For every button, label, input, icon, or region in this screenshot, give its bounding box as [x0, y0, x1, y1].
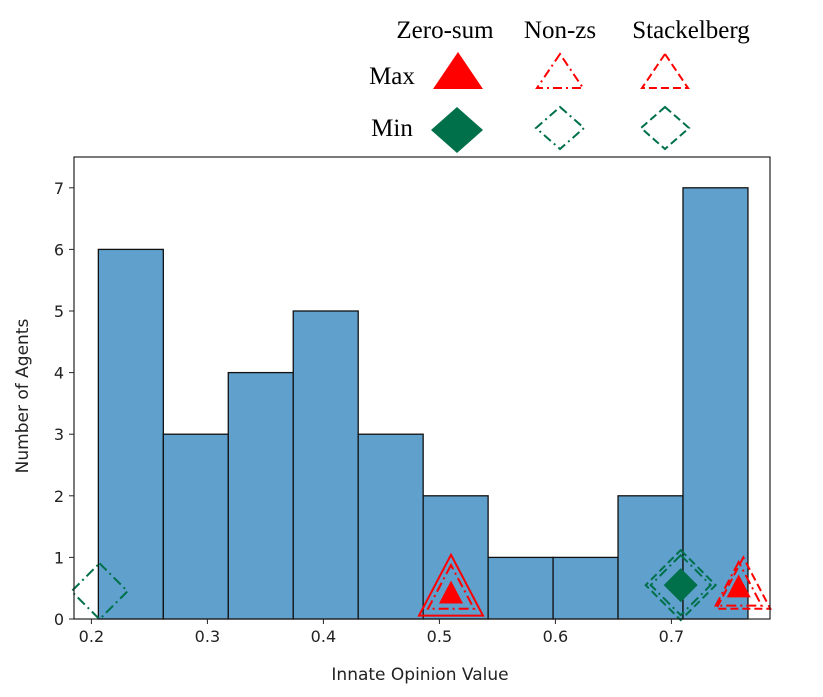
x-axis-ticks: 0.2 0.3 0.4 0.5 0.6 0.7: [79, 619, 684, 646]
legend-col-zero-sum: Zero-sum: [396, 17, 494, 44]
y-tick-label: 1: [54, 548, 64, 567]
legend-col-stackelberg: Stackelberg: [632, 17, 750, 44]
y-axis-label: Number of Agents: [13, 319, 33, 474]
histogram-bar-10: [682, 187, 749, 620]
legend-min-non-zs-diamond-icon: [534, 105, 586, 151]
min-diamond-non-zs-marker-8: [649, 553, 713, 617]
y-axis-ticks: 0 1 2 3 4 5 6 7: [54, 179, 74, 629]
min-diamond-zero-sum-marker-7: [663, 568, 698, 603]
histogram-bar-4: [292, 310, 359, 620]
plot-frame: [73, 156, 771, 620]
legend-max-stackelberg-triangle-icon: [640, 52, 690, 89]
max-triangle-zero-sum-marker-4: [726, 574, 751, 598]
x-tick-label: 0.7: [659, 627, 684, 646]
y-tick-label: 0: [54, 610, 64, 629]
histogram-bar-1: [97, 248, 164, 620]
max-triangle-stackelberg-marker-3: [417, 552, 485, 617]
max-triangle-zero-sum-marker-1: [439, 580, 463, 604]
y-tick-label: 3: [54, 425, 64, 444]
max-triangle-non-zs-marker-2: [426, 562, 476, 610]
x-axis-label: Innate Opinion Value: [331, 665, 508, 685]
legend-row-min: Min: [371, 115, 413, 142]
histogram-bar-7: [487, 556, 554, 620]
x-tick-label: 0.4: [311, 627, 336, 646]
legend: Zero-sum Non-zs Stackelberg Max Min: [369, 17, 750, 153]
x-tick-label: 0.2: [79, 627, 104, 646]
min-diamond-non-zs-marker-10: [70, 561, 129, 621]
legend-min-stackelberg-diamond-icon: [639, 105, 691, 151]
legend-max-zero-sum-triangle-icon: [433, 52, 483, 89]
x-tick-label: 0.3: [195, 627, 220, 646]
legend-max-non-zs-triangle-icon: [535, 52, 585, 89]
histogram-bar-8: [552, 556, 619, 620]
legend-col-non-zs: Non-zs: [524, 17, 596, 44]
legend-row-max: Max: [369, 63, 415, 90]
y-tick-label: 6: [54, 240, 64, 259]
max-triangle-non-zs-marker-5: [714, 559, 764, 607]
markers-group: [70, 548, 772, 622]
histogram-bar-5: [357, 433, 424, 620]
histogram-bar-2: [162, 433, 229, 620]
max-triangle-stackelberg-marker-6: [714, 555, 772, 610]
x-tick-label: 0.5: [427, 627, 452, 646]
legend-min-zero-sum-diamond-icon: [431, 107, 483, 153]
histogram-bar-3: [227, 371, 294, 620]
min-diamond-stackelberg-marker-9: [644, 548, 718, 622]
bars-group: [97, 187, 749, 620]
y-tick-label: 2: [54, 487, 64, 506]
y-tick-label: 7: [54, 179, 64, 198]
y-tick-label: 4: [54, 364, 64, 383]
y-tick-label: 5: [54, 302, 64, 321]
x-tick-label: 0.6: [543, 627, 568, 646]
